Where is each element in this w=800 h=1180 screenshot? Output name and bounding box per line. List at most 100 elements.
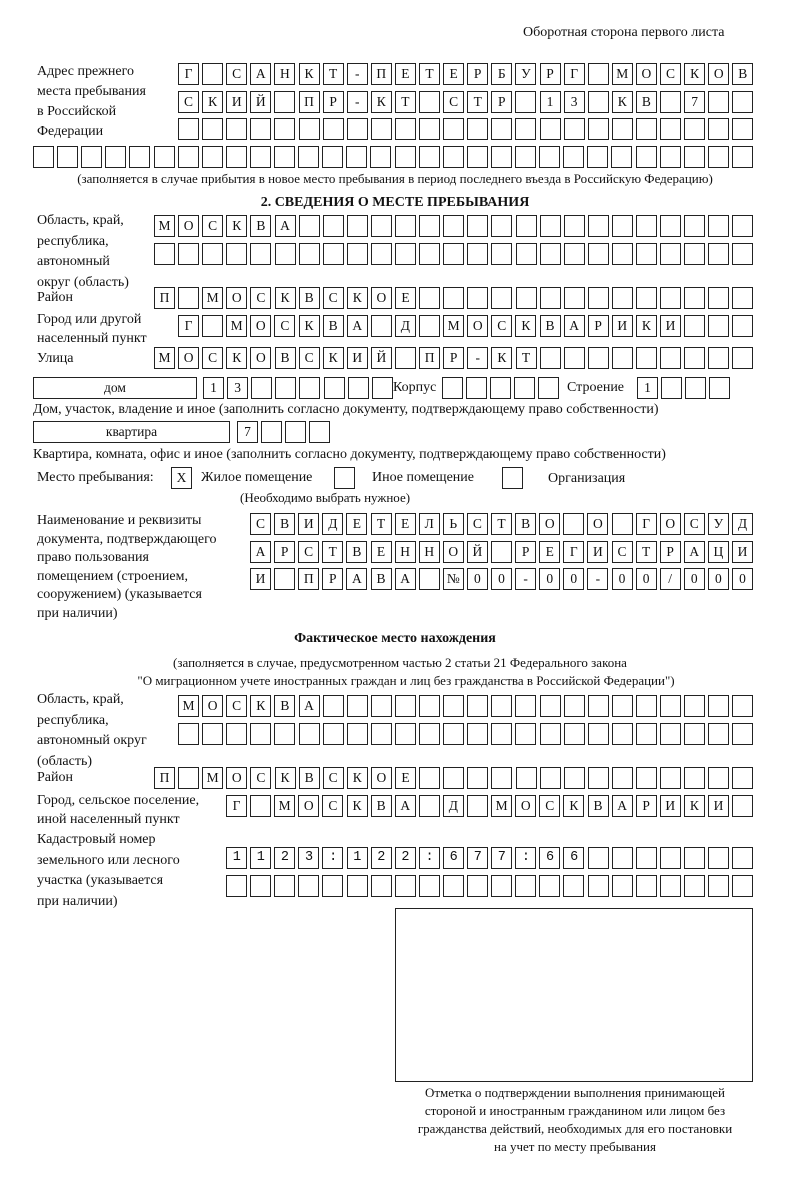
char-cell[interactable] bbox=[491, 875, 513, 897]
char-cell[interactable]: В bbox=[587, 795, 609, 817]
char-cell[interactable]: Г bbox=[563, 541, 585, 563]
char-cell[interactable] bbox=[660, 287, 682, 309]
char-cell[interactable]: В bbox=[298, 767, 320, 789]
char-cell[interactable] bbox=[709, 377, 731, 399]
char-cell[interactable] bbox=[323, 377, 345, 399]
char-cell[interactable] bbox=[563, 513, 585, 535]
char-cell[interactable]: 3 bbox=[563, 91, 585, 113]
char-cell[interactable]: О bbox=[226, 287, 248, 309]
char-cell[interactable]: К bbox=[274, 287, 296, 309]
char-cell[interactable]: Р bbox=[322, 91, 344, 113]
char-cell[interactable]: А bbox=[346, 568, 368, 590]
char-cell[interactable] bbox=[514, 377, 536, 399]
char-cell[interactable]: О bbox=[178, 215, 200, 237]
char-cell[interactable]: С bbox=[443, 91, 465, 113]
char-cell[interactable]: 7 bbox=[237, 421, 258, 443]
char-cell[interactable]: П bbox=[298, 91, 320, 113]
char-cell[interactable]: Р bbox=[274, 541, 296, 563]
char-cell[interactable]: В bbox=[250, 215, 272, 237]
char-cell[interactable] bbox=[684, 347, 706, 369]
char-cell[interactable] bbox=[611, 695, 633, 717]
char-cell[interactable] bbox=[708, 243, 730, 265]
char-cell[interactable] bbox=[394, 118, 416, 140]
char-cell[interactable] bbox=[732, 847, 754, 869]
char-cell[interactable]: Д bbox=[322, 513, 344, 535]
char-cell[interactable] bbox=[226, 723, 248, 745]
char-cell[interactable]: 0 bbox=[491, 568, 512, 590]
flat-type-field[interactable]: квартира bbox=[33, 421, 230, 443]
char-cell[interactable]: Е bbox=[370, 541, 392, 563]
char-cell[interactable] bbox=[635, 847, 657, 869]
char-cell[interactable] bbox=[466, 377, 488, 399]
char-cell[interactable] bbox=[346, 695, 368, 717]
char-cell[interactable] bbox=[732, 723, 754, 745]
char-cell[interactable] bbox=[611, 513, 633, 535]
char-cell[interactable] bbox=[660, 347, 682, 369]
char-cell[interactable] bbox=[298, 118, 320, 140]
char-cell[interactable]: С bbox=[322, 287, 344, 309]
char-cell[interactable]: С bbox=[298, 347, 320, 369]
char-cell[interactable] bbox=[659, 847, 681, 869]
char-cell[interactable] bbox=[539, 215, 561, 237]
char-cell[interactable] bbox=[370, 847, 392, 869]
char-cell[interactable]: А bbox=[346, 315, 368, 337]
char-cell[interactable] bbox=[395, 347, 416, 369]
char-cell[interactable] bbox=[659, 875, 681, 897]
char-cell[interactable] bbox=[563, 243, 585, 265]
char-cell[interactable] bbox=[443, 287, 465, 309]
char-cell[interactable]: М bbox=[226, 315, 248, 337]
char-cell[interactable]: С bbox=[250, 513, 271, 535]
char-cell[interactable] bbox=[515, 91, 537, 113]
char-cell[interactable]: Р bbox=[539, 63, 561, 85]
char-cell[interactable]: К bbox=[250, 695, 272, 717]
char-cell[interactable] bbox=[708, 347, 730, 369]
char-cell[interactable]: В bbox=[370, 568, 392, 590]
char-cell[interactable]: Б bbox=[491, 63, 513, 85]
char-cell[interactable] bbox=[371, 377, 393, 399]
char-cell[interactable] bbox=[370, 695, 392, 717]
char-cell[interactable] bbox=[346, 118, 368, 140]
char-cell[interactable] bbox=[587, 347, 609, 369]
char-cell[interactable] bbox=[443, 243, 465, 265]
char-cell[interactable]: О bbox=[370, 767, 392, 789]
char-cell[interactable] bbox=[274, 243, 296, 265]
char-cell[interactable]: К bbox=[346, 795, 368, 817]
char-cell[interactable]: Е bbox=[394, 63, 416, 85]
char-cell[interactable] bbox=[250, 243, 272, 265]
char-cell[interactable] bbox=[370, 215, 392, 237]
char-cell[interactable]: К bbox=[298, 315, 320, 337]
char-cell[interactable] bbox=[635, 146, 657, 168]
char-cell[interactable]: 0 bbox=[683, 568, 705, 590]
char-cell[interactable]: Г bbox=[635, 513, 657, 535]
char-cell[interactable] bbox=[370, 723, 392, 745]
char-cell[interactable] bbox=[708, 695, 730, 717]
char-cell[interactable]: В bbox=[370, 795, 392, 817]
char-cell[interactable] bbox=[467, 723, 489, 745]
char-cell[interactable]: И bbox=[660, 315, 681, 337]
char-cell[interactable] bbox=[442, 146, 464, 168]
char-cell[interactable]: 1 bbox=[539, 91, 561, 113]
char-cell[interactable]: Д bbox=[732, 513, 753, 535]
char-cell[interactable]: Т bbox=[491, 513, 512, 535]
char-cell[interactable]: Е bbox=[395, 767, 416, 789]
char-cell[interactable] bbox=[491, 767, 513, 789]
char-cell[interactable] bbox=[202, 118, 224, 140]
char-cell[interactable]: П bbox=[370, 63, 392, 85]
char-cell[interactable] bbox=[202, 723, 224, 745]
char-cell[interactable] bbox=[660, 118, 681, 140]
char-cell[interactable] bbox=[419, 243, 441, 265]
char-cell[interactable] bbox=[635, 118, 657, 140]
char-cell[interactable] bbox=[684, 243, 706, 265]
char-cell[interactable]: 0 bbox=[732, 568, 753, 590]
char-cell[interactable]: О bbox=[250, 347, 272, 369]
char-cell[interactable] bbox=[611, 243, 633, 265]
char-cell[interactable]: Е bbox=[395, 287, 416, 309]
char-cell[interactable]: К bbox=[370, 91, 392, 113]
char-cell[interactable] bbox=[684, 695, 706, 717]
char-cell[interactable]: А bbox=[683, 541, 705, 563]
char-cell[interactable]: У bbox=[707, 513, 729, 535]
char-cell[interactable] bbox=[298, 215, 320, 237]
char-cell[interactable] bbox=[419, 767, 441, 789]
char-cell[interactable]: Т bbox=[322, 541, 344, 563]
char-cell[interactable] bbox=[299, 377, 321, 399]
